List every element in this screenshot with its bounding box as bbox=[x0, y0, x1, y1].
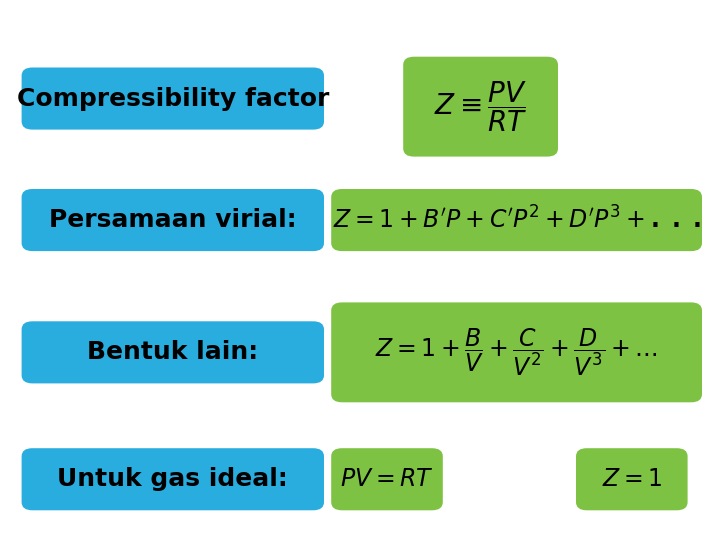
FancyBboxPatch shape bbox=[22, 448, 324, 510]
FancyBboxPatch shape bbox=[22, 68, 324, 130]
FancyBboxPatch shape bbox=[331, 302, 702, 402]
Text: Bentuk lain:: Bentuk lain: bbox=[87, 340, 258, 364]
Text: $\mathit{Z} \equiv \dfrac{\mathit{PV}}{\mathit{RT}}$: $\mathit{Z} \equiv \dfrac{\mathit{PV}}{\… bbox=[433, 79, 528, 134]
FancyBboxPatch shape bbox=[331, 189, 702, 251]
FancyBboxPatch shape bbox=[331, 448, 443, 510]
Text: Persamaan virial:: Persamaan virial: bbox=[49, 208, 297, 232]
FancyBboxPatch shape bbox=[22, 189, 324, 251]
FancyBboxPatch shape bbox=[403, 57, 558, 157]
Text: Untuk gas ideal:: Untuk gas ideal: bbox=[58, 467, 288, 491]
FancyBboxPatch shape bbox=[576, 448, 688, 510]
Text: $Z = 1 + \dfrac{B}{V} + \dfrac{C}{V^2} + \dfrac{D}{V^3} + \ldots$: $Z = 1 + \dfrac{B}{V} + \dfrac{C}{V^2} +… bbox=[375, 327, 658, 378]
Text: $PV = RT$: $PV = RT$ bbox=[340, 467, 434, 491]
Text: Compressibility factor: Compressibility factor bbox=[17, 86, 329, 111]
Text: $Z = 1$: $Z = 1$ bbox=[602, 467, 662, 491]
FancyBboxPatch shape bbox=[22, 321, 324, 383]
Text: $Z = 1 + B'P + C'P^2 + D'P^3 + \mathbf{.\ .\ .}$: $Z = 1 + B'P + C'P^2 + D'P^3 + \mathbf{.… bbox=[333, 206, 701, 234]
